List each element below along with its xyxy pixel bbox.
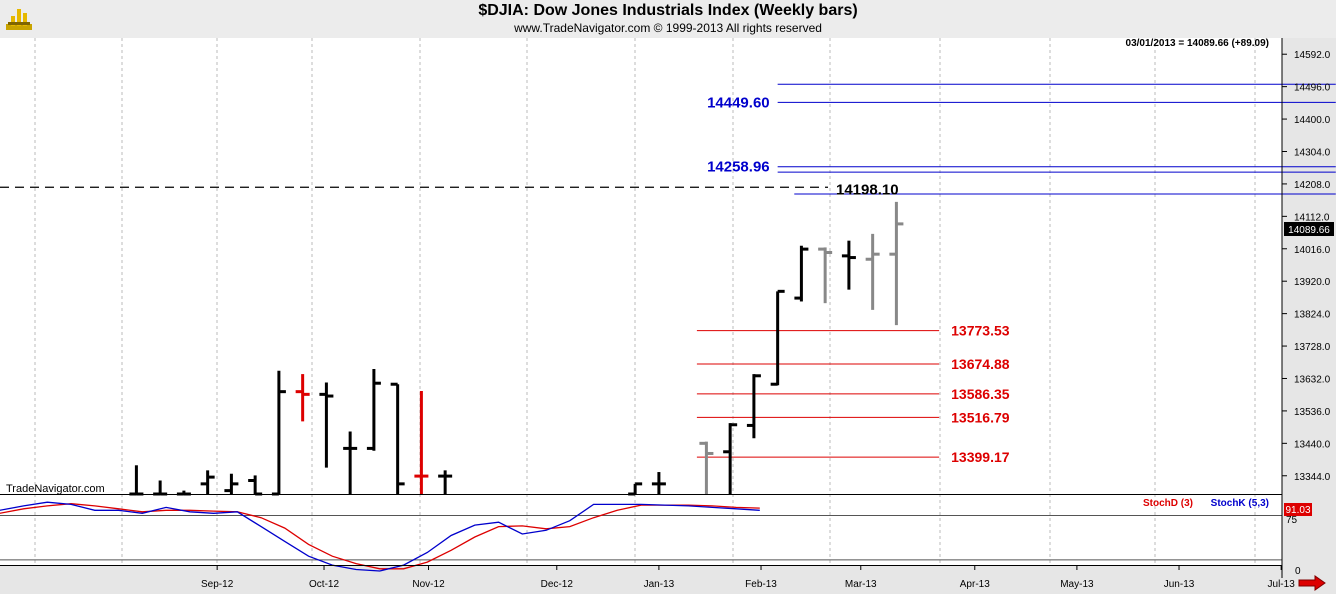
ohlc-bar: [200, 470, 215, 494]
time-tick-label: Sep-12: [201, 579, 234, 590]
copyright-text: www.TradeNavigator.com © 1999-2013 All r…: [514, 21, 822, 35]
ohlc-bar: [723, 423, 738, 494]
price-tick-label: 14400.0: [1294, 115, 1331, 126]
red-level-label: 13674.88: [951, 356, 1010, 372]
price-axis: 13344.0 13440.0 13536.0 13632.0 13728.0 13824…: [1282, 50, 1331, 483]
time-tick-label: Jul-13: [1268, 579, 1296, 590]
stochastic-lines: [0, 501, 1282, 572]
time-tick-label: Dec-12: [541, 579, 574, 590]
ohlc-bar: [865, 233, 880, 310]
price-tick-label: 13920.0: [1294, 277, 1331, 288]
watermark-text: TradeNavigator.com: [6, 483, 105, 495]
ohlc-bar: [414, 390, 429, 494]
time-tick-label: Nov-12: [412, 579, 445, 590]
price-tick-label: 13344.0: [1294, 472, 1331, 483]
price-tick-label: 14592.0: [1294, 50, 1331, 61]
price-tick-label: 13536.0: [1294, 407, 1331, 418]
red-level-label: 13586.35: [951, 386, 1010, 402]
price-tick-label: 14112.0: [1294, 212, 1330, 223]
price-tick-label: 13728.0: [1294, 342, 1331, 353]
ohlc-bar: [390, 382, 405, 494]
stochk-legend: StochK (5,3): [1211, 498, 1269, 509]
ohlc-bar: [343, 431, 358, 494]
time-tick-label: Jan-13: [644, 579, 675, 590]
stoch-value-tag-box: [1284, 503, 1312, 516]
stoch-axis-label-0: 0: [1295, 566, 1301, 577]
ohlc-bar: [295, 374, 310, 422]
red-level-label: 13516.79: [951, 409, 1010, 425]
last-price-tag-box: [1284, 222, 1334, 236]
price-tick-label: 14496.0: [1294, 83, 1331, 94]
price-tick-label: 13440.0: [1294, 439, 1331, 450]
ohlc-bar: [224, 473, 239, 494]
stochd-legend: StochD (3): [1143, 498, 1193, 509]
stochd-line: [0, 503, 760, 570]
ohlc-bar: [366, 369, 381, 451]
ohlc-bar: [818, 247, 833, 304]
stochastic-panel: [0, 495, 1282, 565]
time-tick-label: Mar-13: [845, 579, 877, 590]
red-level-label: 13399.17: [951, 449, 1010, 465]
ohlc-bar: [438, 470, 453, 494]
stochk-line: [0, 501, 760, 572]
time-axis: Sep-12 Oct-12 Nov-12 Dec-12 Jan-13 Feb-13 Mar-…: [201, 565, 1296, 590]
chart-header: $DJIA: Dow Jones Industrials Index (Week…: [0, 0, 1336, 38]
last-price-tag: 14089.66: [1288, 225, 1330, 236]
ohlc-bar: [746, 374, 761, 439]
time-tick-label: Jun-13: [1164, 579, 1195, 590]
price-tick-label: 13824.0: [1294, 310, 1331, 321]
blue-level-label: 14449.60: [707, 94, 770, 111]
time-tick-label: Oct-12: [309, 579, 339, 590]
ohlc-bar: [319, 382, 334, 468]
ohlc-bar: [889, 201, 904, 326]
scroll-right-arrow-icon[interactable]: [1297, 575, 1327, 591]
time-tick-label: May-13: [1060, 579, 1094, 590]
time-tick-label: Apr-13: [960, 579, 990, 590]
time-tick-label: Feb-13: [745, 579, 777, 590]
stoch-value-tag: 91.03: [1285, 505, 1310, 516]
price-tick-label: 14304.0: [1294, 147, 1331, 158]
ohlc-bar: [794, 245, 809, 302]
price-tick-label: 13632.0: [1294, 374, 1331, 385]
ohlc-bar: [651, 472, 666, 494]
blue-level-label: 14258.96: [707, 159, 770, 176]
last-bar-info: 03/01/2013 = 14089.66 (+89.09): [1126, 38, 1269, 49]
stoch-axis-label-75: 75: [1286, 515, 1298, 526]
price-tick-label: 14208.0: [1294, 180, 1331, 191]
ohlc-bar: [770, 289, 785, 386]
price-tick-label: 14016.0: [1294, 245, 1331, 256]
ohlc-bar: [841, 240, 856, 290]
price-panel: [0, 38, 1282, 494]
red-level-label: 13773.53: [951, 323, 1010, 339]
support-resistance-levels: 14502.9914449.6014258.9614242.9214178.01…: [0, 83, 1336, 465]
dashed-level-label: 14198.10: [836, 181, 899, 198]
ohlc-bar: [699, 441, 714, 494]
chart-title: $DJIA: Dow Jones Industrials Index (Week…: [478, 2, 858, 19]
trade-navigator-logo-icon: [6, 9, 32, 30]
